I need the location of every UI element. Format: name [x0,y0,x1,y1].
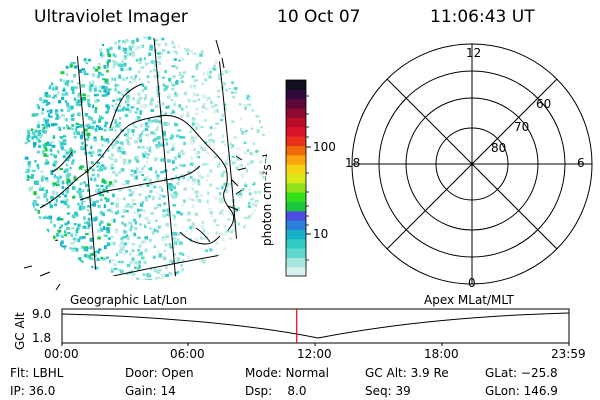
altitude-timeline [61,308,570,346]
disk-edge-marks [23,39,247,291]
polar-ring-label-60: 60 [536,97,552,111]
timeline-y-top: 9.0 [32,307,52,321]
gain-readout: Gain: 14 [125,384,176,398]
polar-ring-label-80: 80 [491,141,507,155]
door-readout: Door: Open [125,366,194,380]
color-scale-segment [286,192,306,202]
color-scale-segment [286,145,306,156]
polar-label-12: 12 [466,46,482,60]
color-scale-segment [286,98,306,109]
color-scale-segment [286,229,306,240]
color-scale-bar [285,79,311,277]
color-scale-segment [286,266,306,277]
glat-readout: GLat: −25.8 [485,366,558,380]
gc-alt-readout: GC Alt: 3.9 Re [365,366,449,380]
date-label: 10 Oct 07 [277,7,361,27]
color-scale-segment [286,80,306,90]
altitude-curve [61,312,570,339]
color-scale-segment [286,154,306,165]
dsp-readout: Dsp: 8.0 [245,384,307,398]
timeline-tick-0000: 00:00 [44,347,79,361]
timeline-right-label: Apex MLat/MLT [424,293,514,307]
time-label: 11:06:43 UT [430,7,535,27]
polar-plot [351,43,593,285]
color-scale-segment [286,117,306,128]
timeline-y-bottom: 1.8 [32,331,52,345]
colorbar-unit-label: photon cm⁻²s⁻¹ [260,153,274,246]
polar-label-6: 6 [577,156,585,170]
timeline-tick-0600: 06:00 [170,347,205,361]
timeline-tick-1800: 18:00 [424,347,459,361]
seq-readout: Seq: 39 [365,384,411,398]
color-scale-segment [286,126,306,137]
ip-readout: IP: 36.0 [10,384,56,398]
color-scale-segment [286,248,306,258]
color-scale-segment [286,201,306,212]
colorbar-tick-100: 100 [313,140,336,154]
polar-diagonal-2 [386,78,558,250]
colorbar-tick-10: 10 [313,227,329,241]
color-scale-segment [286,173,306,184]
color-scale-segment [286,164,306,174]
filter-readout: Flt: LBHL [10,366,64,380]
color-scale-segment [286,220,306,230]
color-scale-segment [286,89,306,100]
timeline-left-label: Geographic Lat/Lon [70,293,188,307]
timeline-tick-1200: 12:00 [297,347,332,361]
timeline-tick-2359: 23:59 [551,347,586,361]
mode-readout: Mode: Normal [245,366,329,380]
color-scale-segment [286,210,306,221]
timeline-axis-title: GC Alt [13,312,27,350]
color-scale-segment [286,136,306,146]
polar-label-18: 18 [345,156,361,170]
glon-readout: GLon: 146.9 [485,384,558,398]
color-scale-minor-ticks [306,95,309,261]
color-scale-segment [286,238,306,249]
color-scale-segment [286,108,306,118]
color-scale-segment [286,257,306,268]
timeline-ticks [61,343,570,346]
aurora-speckle [24,36,267,280]
polar-ring-label-70: 70 [514,120,530,134]
app-title: Ultraviolet Imager [34,7,188,27]
color-scale-segment [286,182,306,193]
polar-label-0: 0 [468,276,476,290]
uv-image-disk [23,36,267,280]
coastline-outline [29,83,235,253]
